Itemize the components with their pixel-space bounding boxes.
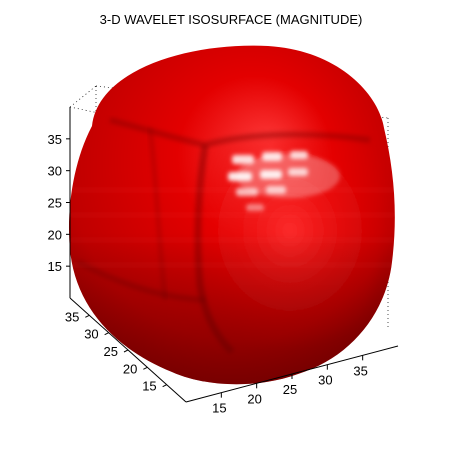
- chart-title: 3-D WAVELET ISOSURFACE (MAGNITUDE): [100, 12, 363, 27]
- z-tick-label: 15: [48, 259, 62, 274]
- y-tick-label: 35: [65, 309, 79, 324]
- y-tick-label: 15: [142, 379, 156, 394]
- z-tick-label: 30: [48, 164, 62, 179]
- axes: 15 20 25 30 35 15 20 25 30 35 15 20 25 30 35: [48, 107, 399, 416]
- y-tick-label: 25: [104, 344, 118, 359]
- z-tick-label: 20: [48, 227, 62, 242]
- x-tick-label: 35: [353, 363, 367, 378]
- y-tick-mark: [104, 332, 109, 336]
- z-axis-ticks: 15 20 25 30 35: [48, 132, 70, 274]
- y-tick-label: 20: [123, 361, 137, 376]
- z-tick-label: 35: [48, 132, 62, 147]
- x-tick-label: 15: [212, 401, 226, 416]
- x-axis-ticks: 15 20 25 30 35: [212, 355, 368, 416]
- y-tick-mark: [123, 349, 129, 353]
- x-tick-label: 20: [247, 391, 261, 406]
- x-tick-label: 25: [283, 382, 297, 397]
- y-tick-label: 30: [84, 327, 98, 342]
- x-tick-label: 30: [318, 373, 332, 388]
- z-tick-label: 25: [48, 196, 62, 211]
- y-tick-mark: [85, 314, 90, 318]
- isosurface-bottom-shade: [68, 45, 395, 385]
- isosurface: [68, 45, 395, 385]
- y-tick-mark: [143, 366, 148, 370]
- y-axis-ticks: 15 20 25 30 35: [65, 309, 167, 394]
- box-edge-back-left: [69, 85, 97, 108]
- y-tick-mark: [162, 384, 167, 388]
